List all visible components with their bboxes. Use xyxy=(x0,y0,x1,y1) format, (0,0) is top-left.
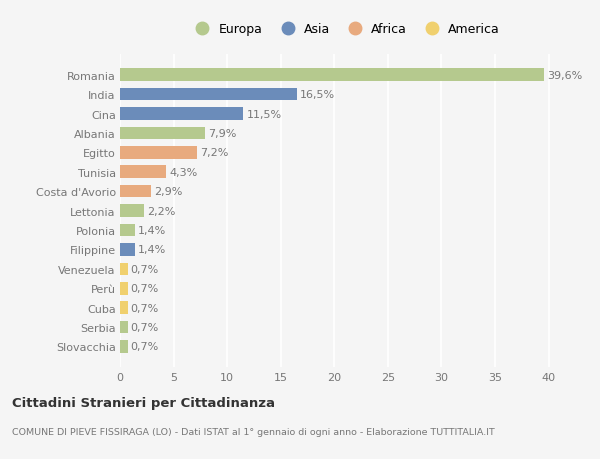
Text: 1,4%: 1,4% xyxy=(138,225,166,235)
Bar xyxy=(120,244,135,256)
Bar xyxy=(120,108,243,121)
Text: 7,9%: 7,9% xyxy=(208,129,236,139)
Bar xyxy=(120,282,128,295)
Text: 0,7%: 0,7% xyxy=(131,284,159,294)
Text: Cittadini Stranieri per Cittadinanza: Cittadini Stranieri per Cittadinanza xyxy=(12,396,275,409)
Bar xyxy=(120,321,128,334)
Text: 1,4%: 1,4% xyxy=(138,245,166,255)
Bar xyxy=(120,205,143,218)
Text: 0,7%: 0,7% xyxy=(131,303,159,313)
Text: 0,7%: 0,7% xyxy=(131,342,159,352)
Bar xyxy=(120,185,151,198)
Text: 2,9%: 2,9% xyxy=(154,187,182,197)
Bar xyxy=(120,166,166,179)
Text: 0,7%: 0,7% xyxy=(131,264,159,274)
Bar xyxy=(120,127,205,140)
Bar xyxy=(120,302,128,314)
Legend: Europa, Asia, Africa, America: Europa, Asia, Africa, America xyxy=(187,21,503,39)
Text: 16,5%: 16,5% xyxy=(300,90,335,100)
Text: 4,3%: 4,3% xyxy=(169,168,197,177)
Text: 7,2%: 7,2% xyxy=(200,148,229,158)
Bar xyxy=(120,147,197,159)
Bar xyxy=(120,263,128,275)
Bar xyxy=(120,89,297,101)
Text: 11,5%: 11,5% xyxy=(247,109,281,119)
Bar xyxy=(120,341,128,353)
Text: COMUNE DI PIEVE FISSIRAGA (LO) - Dati ISTAT al 1° gennaio di ogni anno - Elabora: COMUNE DI PIEVE FISSIRAGA (LO) - Dati IS… xyxy=(12,427,495,436)
Text: 0,7%: 0,7% xyxy=(131,322,159,332)
Bar xyxy=(120,69,544,82)
Bar xyxy=(120,224,135,237)
Text: 39,6%: 39,6% xyxy=(548,71,583,80)
Text: 2,2%: 2,2% xyxy=(147,206,175,216)
